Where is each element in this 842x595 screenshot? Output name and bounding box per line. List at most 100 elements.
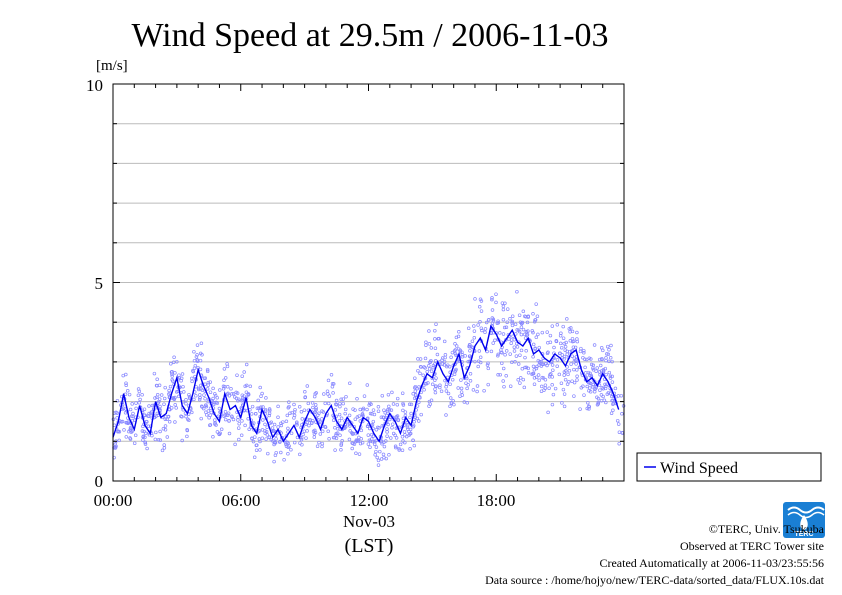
legend: Wind Speed [636,452,822,482]
scatter-point [473,297,477,301]
scatter-point [158,429,162,434]
scatter-point [326,401,331,406]
scatter-point [116,430,120,434]
scatter-point [374,445,379,449]
scatter-point [338,433,342,438]
scatter-point [454,367,458,372]
scatter-point [305,429,309,433]
scatter-point [596,396,601,401]
scatter-point [520,320,525,325]
scatter-point [219,427,224,432]
scatter-point [379,415,384,419]
scatter-point [155,393,160,397]
scatter-point [472,329,477,333]
scatter-points [111,289,626,467]
scatter-point [559,345,564,350]
scatter-point [456,334,461,339]
scatter-point [267,435,271,439]
scatter-point [428,360,433,364]
scatter-point [545,363,549,368]
scatter-point [393,433,397,438]
scatter-point [169,362,173,366]
scatter-point [617,441,621,446]
scatter-point [222,378,226,383]
scatter-point [494,300,498,305]
scatter-point [523,365,527,370]
scatter-point [368,445,372,449]
scatter-point [134,401,138,405]
scatter-point [227,419,231,423]
scatter-point [496,319,500,323]
scatter-point [366,442,371,446]
scatter-point [452,372,457,376]
scatter-point [443,378,447,383]
scatter-point [611,402,615,406]
scatter-point [434,384,438,388]
scatter-point [608,374,613,379]
scatter-point [610,380,615,384]
scatter-point [365,383,370,387]
scatter-point [244,390,249,394]
credits-block: ©TERC, Univ. Tsukuba Observed at TERC To… [485,521,824,589]
scatter-point [475,384,480,388]
scatter-point [444,389,449,393]
scatter-point [285,413,290,418]
scatter-point [375,455,379,460]
scatter-point [157,383,162,388]
scatter-point [466,383,470,387]
scatter-point [605,392,610,396]
scatter-point [534,366,539,371]
scatter-point [234,390,238,395]
scatter-point [465,401,470,405]
scatter-point [401,408,405,413]
terc-logo-icon: TERC [783,502,825,538]
scatter-point [353,408,357,412]
scatter-point [426,381,430,385]
scatter-point [483,330,487,335]
scatter-point [289,431,294,436]
scatter-point [153,437,158,442]
scatter-point [287,404,291,409]
scatter-point [137,389,142,394]
y-tick-label-0: 0 [95,472,104,491]
scatter-point [305,420,309,425]
scatter-point [531,364,536,369]
scatter-point [240,393,245,397]
scatter-point [596,402,601,406]
scatter-point [587,381,592,385]
scatter-point [143,442,148,446]
scatter-point [617,430,622,434]
scatter-point [525,333,529,338]
scatter-point [385,434,389,438]
scatter-point [531,371,535,376]
scatter-point [159,393,164,397]
scatter-point [185,434,189,439]
scatter-point [499,350,503,355]
scatter-point [236,415,240,419]
scatter-point [331,382,336,386]
scatter-point [185,428,190,433]
scatter-point [545,351,550,355]
scatter-point [339,397,343,402]
scatter-point [320,441,325,446]
scatter-point [504,374,508,378]
scatter-point [572,380,577,385]
scatter-point [444,382,449,386]
scatter-point [385,430,389,434]
y-tick-label-5: 5 [95,274,104,293]
scatter-point [403,410,408,414]
scatter-point [433,328,437,333]
scatter-point [401,403,406,407]
scatter-point [502,384,506,389]
scatter-point [214,400,218,405]
scatter-point [570,329,575,334]
scatter-point [430,382,435,387]
scatter-point [537,345,541,350]
scatter-point [550,375,555,379]
scatter-point [566,380,571,384]
scatter-point [532,382,537,386]
scatter-point [113,445,118,450]
scatter-point [600,356,604,361]
scatter-point [187,395,192,399]
scatter-point [534,302,538,306]
